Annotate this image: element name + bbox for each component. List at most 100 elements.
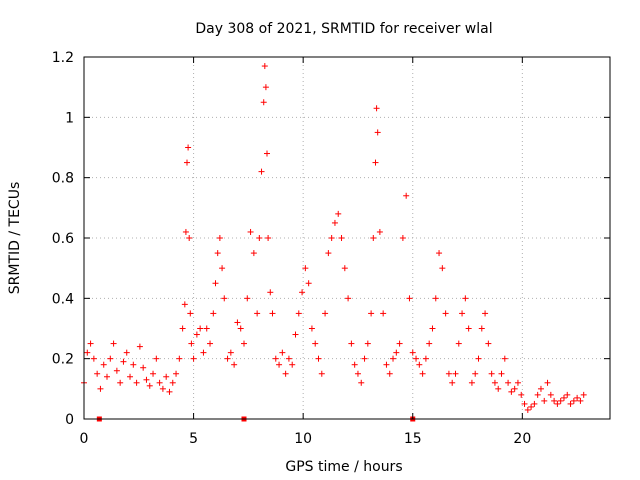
data-point: [488, 370, 495, 377]
data-point: [212, 280, 219, 287]
data-point: [455, 340, 462, 347]
grid: [84, 57, 610, 419]
data-point: [368, 310, 375, 317]
data-point: [203, 325, 210, 332]
data-point: [104, 373, 111, 380]
data-point: [541, 397, 548, 404]
data-point: [511, 385, 518, 392]
data-point: [254, 310, 261, 317]
data-point: [159, 385, 166, 392]
data-point: [308, 325, 315, 332]
x-tick-label: 0: [80, 431, 89, 447]
data-point: [547, 391, 554, 398]
data-point: [188, 340, 195, 347]
data-point: [373, 105, 380, 112]
data-point: [348, 340, 355, 347]
data-point: [580, 391, 587, 398]
data-point: [267, 289, 274, 296]
data-point: [521, 400, 528, 407]
axis-ticks: 0 0.2 0.4 0.6 0.8 1 1.2 0 5 10 15 20: [52, 50, 610, 447]
data-point: [127, 373, 134, 380]
data-point: [260, 99, 267, 106]
data-point: [374, 129, 381, 136]
data-point: [87, 340, 94, 347]
data-point: [146, 382, 153, 389]
data-point: [358, 379, 365, 386]
data-point: [524, 406, 531, 413]
data-point: [227, 349, 234, 356]
data-point: [372, 159, 379, 166]
data-point: [426, 340, 433, 347]
data-point: [322, 310, 329, 317]
data-point: [120, 358, 127, 365]
data-point: [318, 370, 325, 377]
y-axis-label: SRMTID / TECUs: [7, 182, 23, 295]
y-tick-label: 1: [65, 110, 74, 126]
data-point: [289, 361, 296, 368]
data-point: [354, 370, 361, 377]
data-point: [478, 325, 485, 332]
data-point: [219, 265, 226, 272]
data-point: [176, 355, 183, 362]
data-point: [156, 379, 163, 386]
data-point: [508, 388, 515, 395]
data-point: [345, 295, 352, 302]
data-point: [261, 63, 268, 70]
data-point: [498, 370, 505, 377]
data-point: [264, 150, 271, 157]
data-point: [531, 400, 538, 407]
data-point: [472, 370, 479, 377]
data-point: [279, 349, 286, 356]
data-point: [482, 310, 489, 317]
data-point: [193, 331, 200, 338]
data-point: [419, 370, 426, 377]
data-point: [495, 385, 502, 392]
data-point: [150, 370, 157, 377]
data-point: [557, 397, 564, 404]
data-point: [94, 370, 101, 377]
data-point: [272, 355, 279, 362]
data-point: [386, 370, 393, 377]
data-point: [184, 159, 191, 166]
data-point: [265, 235, 272, 241]
data-point: [231, 361, 238, 368]
data-point: [247, 228, 254, 235]
data-point: [186, 235, 193, 241]
y-tick-label: 0.8: [52, 171, 74, 187]
data-point: [234, 319, 241, 326]
data-point: [465, 325, 472, 332]
data-point: [505, 379, 512, 386]
data-point: [285, 355, 292, 362]
data-point: [442, 310, 449, 317]
data-point: [351, 361, 358, 368]
data-point: [325, 250, 332, 257]
data-point: [140, 364, 147, 371]
data-point: [380, 310, 387, 317]
data-point: [185, 144, 192, 151]
data-point: [567, 400, 574, 407]
data-point: [544, 379, 551, 386]
data-point: [551, 397, 558, 404]
data-point: [240, 340, 247, 347]
data-point: [574, 394, 581, 401]
y-tick-label: 1.2: [52, 50, 74, 66]
data-point: [528, 403, 535, 410]
data-point: [214, 250, 221, 257]
data-point: [302, 265, 309, 272]
data-point: [292, 331, 299, 338]
y-tick-label: 0: [65, 412, 74, 428]
data-point: [413, 355, 420, 362]
data-point: [256, 235, 263, 241]
data-point: [399, 235, 406, 241]
data-point: [406, 295, 413, 302]
data-point: [485, 340, 492, 347]
data-point: [422, 355, 429, 362]
data-point: [328, 235, 335, 241]
data-point: [429, 325, 436, 332]
data-point: [269, 310, 276, 317]
data-point: [312, 340, 319, 347]
data-point: [173, 370, 180, 377]
data-point: [258, 168, 265, 175]
